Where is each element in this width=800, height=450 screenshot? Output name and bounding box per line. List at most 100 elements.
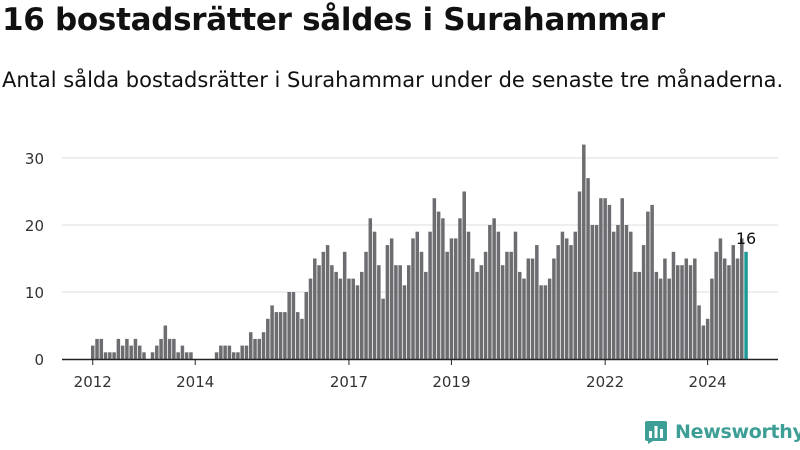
bar [295, 312, 300, 359]
bar [112, 352, 116, 359]
bar [137, 345, 142, 359]
bar [360, 271, 364, 359]
bar [351, 278, 355, 359]
bar [637, 271, 642, 359]
bar [381, 298, 385, 359]
bar [488, 225, 492, 359]
bar [731, 245, 735, 359]
newsworthy-logo-text: Newsworthy [675, 421, 800, 443]
bar [658, 278, 663, 359]
bar [406, 265, 411, 359]
bar [278, 312, 283, 359]
bar [432, 198, 437, 359]
bar [142, 352, 146, 359]
chart-title: 16 bostadsrätter såldes i Surahammar [2, 2, 665, 38]
bar [577, 191, 582, 359]
bar [552, 258, 556, 359]
bar [300, 318, 304, 359]
bar [321, 251, 326, 359]
bar [675, 265, 680, 359]
bar [304, 292, 308, 359]
bar [667, 278, 671, 359]
bar [522, 278, 526, 359]
bar [624, 225, 629, 359]
bar [714, 251, 718, 359]
bar [492, 218, 496, 359]
bar [308, 278, 313, 359]
x-tick-label: 2024 [689, 373, 727, 391]
bar [513, 231, 518, 359]
x-tick-label: 2014 [176, 373, 214, 391]
bar [411, 238, 415, 359]
newsworthy-logo-icon [645, 421, 667, 444]
bar [718, 238, 723, 359]
bar [261, 332, 266, 359]
bar [167, 338, 172, 359]
bar [291, 292, 296, 359]
bar [453, 238, 458, 359]
bar [671, 251, 676, 359]
bar [483, 251, 488, 359]
bar [564, 238, 569, 359]
bar [582, 144, 586, 359]
bar [227, 345, 232, 359]
bar [641, 245, 646, 359]
bar [424, 271, 428, 359]
bar [530, 258, 535, 359]
chart-subtitle: Antal sålda bostadsrätter i Surahammar u… [2, 68, 784, 92]
bar [547, 278, 552, 359]
bar [103, 352, 108, 359]
bar [688, 265, 693, 359]
bar [539, 285, 543, 359]
x-tick-label: 2022 [586, 373, 624, 391]
bar [116, 338, 121, 359]
bar [266, 318, 270, 359]
bar [684, 258, 689, 359]
bar [475, 271, 479, 359]
bar [722, 258, 727, 359]
bar [556, 245, 560, 359]
bar [180, 345, 185, 359]
bar [317, 265, 321, 359]
bar [526, 258, 531, 359]
bar [735, 258, 740, 359]
bar [616, 225, 620, 359]
bar [466, 231, 471, 359]
bar [223, 345, 227, 359]
bar [569, 245, 573, 359]
bar [129, 345, 133, 359]
bar [270, 305, 274, 359]
bar [680, 265, 684, 359]
bar [607, 204, 612, 359]
bar [449, 238, 454, 359]
bar [462, 191, 466, 359]
bar [505, 251, 509, 359]
bar [633, 271, 637, 359]
x-tick-label: 2019 [432, 373, 470, 391]
bar [334, 271, 338, 359]
bar [257, 338, 262, 359]
bar [428, 231, 432, 359]
bar [389, 238, 394, 359]
bar [500, 265, 505, 359]
bar [274, 312, 279, 359]
bar [496, 231, 501, 359]
bar [705, 318, 710, 359]
bar [189, 352, 193, 359]
bar [91, 345, 95, 359]
bar [244, 345, 249, 359]
y-tick-label: 30 [25, 150, 44, 168]
bar [415, 231, 420, 359]
bar [573, 231, 578, 359]
bar [163, 325, 168, 359]
bar [377, 265, 381, 359]
bar [458, 218, 462, 359]
bar [586, 178, 590, 359]
bar [590, 225, 595, 359]
bar [99, 338, 104, 359]
newsworthy-logo[interactable]: Newsworthy [644, 420, 800, 444]
bar [629, 231, 633, 359]
bar [436, 211, 441, 359]
bar [231, 352, 236, 359]
